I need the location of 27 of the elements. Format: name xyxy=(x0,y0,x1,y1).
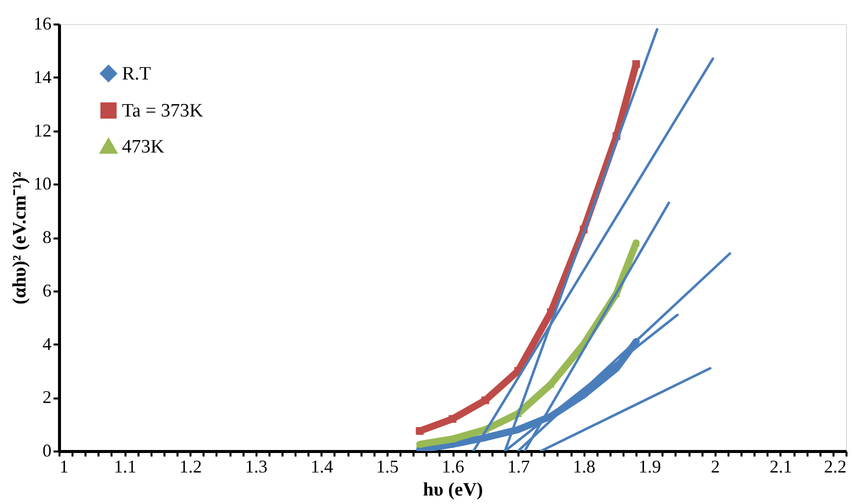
y-tick-label: 2 xyxy=(42,387,52,408)
legend-label: Ta = 373K xyxy=(122,100,204,122)
x-tick-label: 1.3 xyxy=(245,456,268,476)
x-axis-title: hυ (eV) xyxy=(423,480,483,500)
y-tick-label: 8 xyxy=(42,227,52,247)
x-tick-label: 1.6 xyxy=(442,456,464,476)
x-tick-label: 2 xyxy=(710,456,720,476)
y-axis-title: (αhυ)² (eV.cm⁻¹)² xyxy=(10,171,30,304)
y-tick-label: 6 xyxy=(42,280,52,300)
x-tick-label: 1.4 xyxy=(310,456,334,476)
x-tick-label: 2.2 xyxy=(824,456,846,476)
x-tick-label: 1.2 xyxy=(179,456,202,476)
x-tick-label: 1.5 xyxy=(376,456,399,476)
x-tick-label: 1.8 xyxy=(572,456,596,476)
x-tick-label: 2.1 xyxy=(770,456,792,476)
y-tick-label: 10 xyxy=(34,174,52,194)
x-tick-label: 1.1 xyxy=(114,456,136,476)
y-tick-label: 12 xyxy=(34,120,52,140)
y-tick-label: 4 xyxy=(42,334,52,354)
x-tick-label: 1.7 xyxy=(507,456,530,476)
legend-label: R.T xyxy=(122,64,152,84)
x-tick-label: 1.9 xyxy=(638,456,661,476)
legend-label: 473K xyxy=(122,136,164,158)
y-tick-label: 0 xyxy=(42,440,52,460)
y-tick-label: 14 xyxy=(34,66,52,87)
x-tick-label: 1 xyxy=(60,456,68,476)
y-tick-label: 16 xyxy=(34,14,52,34)
